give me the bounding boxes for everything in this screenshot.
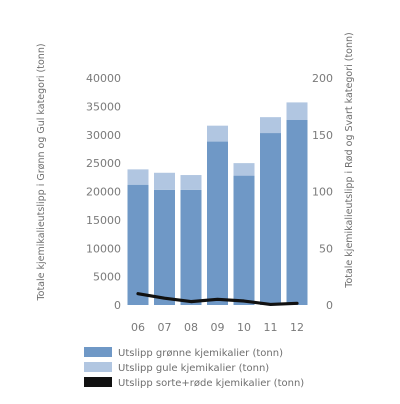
bar-green-07	[154, 189, 175, 305]
x-tick-label-11: 11	[264, 321, 278, 334]
bars-layer	[127, 102, 308, 306]
left-tick-label-40000: 40000	[86, 72, 121, 85]
bar-green-08	[180, 189, 202, 305]
bar-yellow-10	[233, 163, 255, 176]
left-tick-label-20000: 20000	[86, 186, 121, 199]
x-tick-label-06: 06	[131, 321, 145, 334]
bar-green-06	[127, 184, 149, 305]
bar-yellow-11	[260, 117, 281, 134]
left-tick-label-30000: 30000	[86, 129, 121, 142]
left-axis-ticks: 0 5000 10000 15000 20000 25000 30000 35000 40000	[86, 72, 121, 312]
right-axis-ticks: 0 50 100 150 200	[312, 72, 333, 312]
x-tick-label-12: 12	[290, 321, 304, 334]
left-tick-label-35000: 35000	[86, 100, 121, 113]
x-tick-label-09: 09	[211, 321, 225, 334]
legend-label-black: Utslipp sorte+røde kjemikalier (tonn)	[118, 378, 304, 389]
right-tick-label-200: 200	[312, 72, 333, 85]
line-layer	[136, 292, 299, 307]
legend-swatch-yellow	[84, 362, 112, 372]
x-axis-ticks: 06 07 08 09 10 11 12	[131, 321, 304, 334]
x-tick-label-07: 07	[158, 321, 172, 334]
legend-label-green: Utslipp grønne kjemikalier (tonn)	[118, 348, 283, 359]
legend: Utslipp grønne kjemikalier (tonn) Utslip…	[84, 347, 304, 389]
right-axis-title: Totale kjemikalieutslipp i Rød og Svart …	[344, 32, 355, 289]
right-tick-label-150: 150	[312, 129, 333, 142]
bar-green-12	[286, 119, 308, 306]
left-tick-label-15000: 15000	[86, 214, 121, 227]
x-tick-label-08: 08	[184, 321, 198, 334]
left-tick-label-0: 0	[114, 299, 121, 312]
bar-yellow-12	[286, 102, 308, 120]
left-tick-label-10000: 10000	[86, 242, 121, 255]
right-tick-label-100: 100	[312, 186, 333, 199]
right-tick-label-0: 0	[326, 299, 333, 312]
bar-yellow-08	[180, 175, 202, 190]
bar-green-10	[233, 175, 255, 305]
left-axis-title: Totale kjemikalieutslipp i Grønn og Gul …	[36, 43, 47, 301]
bar-yellow-09	[207, 125, 228, 142]
left-tick-label-5000: 5000	[93, 271, 121, 284]
right-tick-label-50: 50	[319, 242, 333, 255]
legend-swatch-black	[84, 377, 112, 387]
bar-green-11	[260, 133, 281, 305]
bar-yellow-07	[154, 172, 175, 190]
left-tick-label-25000: 25000	[86, 157, 121, 170]
legend-label-yellow: Utslipp gule kjemikalier (tonn)	[118, 363, 269, 374]
line-black-red	[136, 292, 299, 307]
x-tick-label-10: 10	[237, 321, 251, 334]
bar-yellow-06	[127, 169, 149, 185]
legend-swatch-green	[84, 347, 112, 357]
bar-green-09	[207, 141, 228, 305]
